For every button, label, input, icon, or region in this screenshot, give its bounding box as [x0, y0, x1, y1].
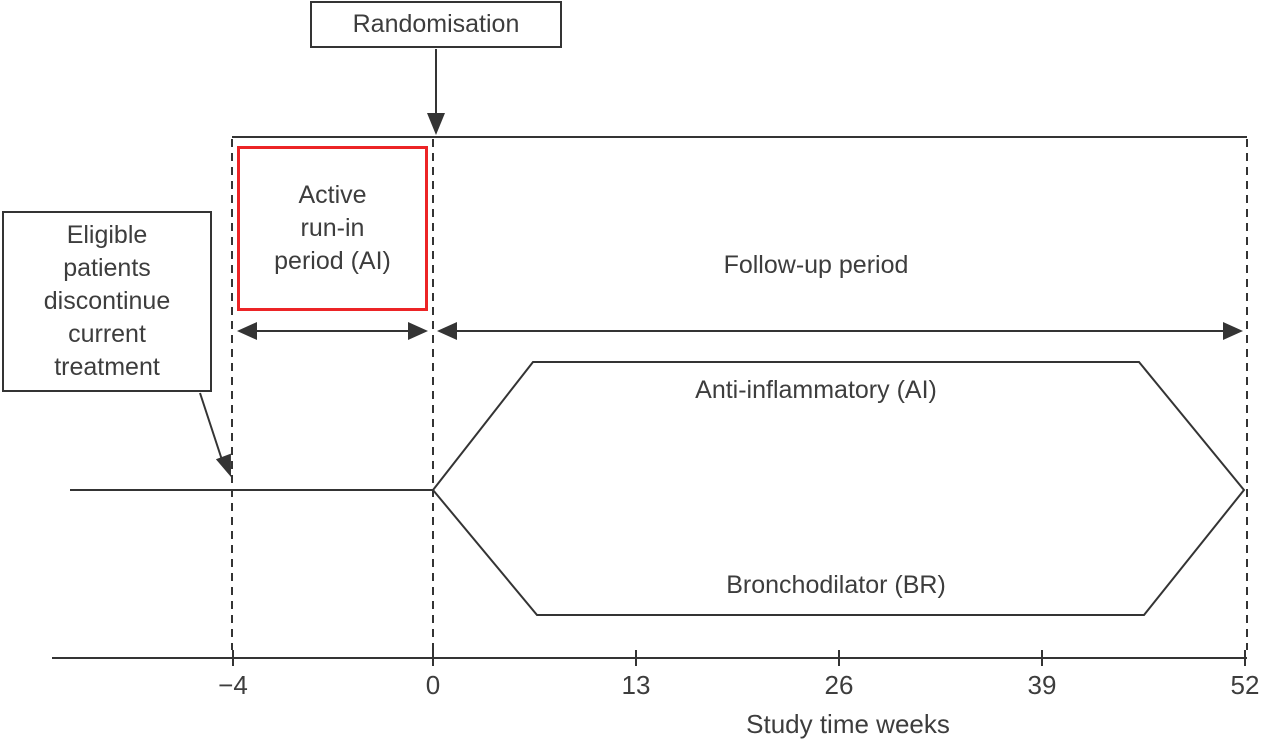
bronchodilator-arm-label: Bronchodilator (BR): [726, 571, 946, 599]
time-axis: [52, 650, 1247, 666]
axis-tick-label-26: 26: [824, 670, 854, 700]
eligible-patients-box: Eligible patients discontinue current tr…: [2, 211, 212, 392]
eligible-patients-arrow: [199, 392, 231, 477]
eligible-line: treatment: [54, 353, 160, 381]
axis-tick-label-39: 39: [1027, 670, 1057, 700]
follow-up-period-label: Follow-up period: [723, 251, 909, 279]
run-in-line: Active: [298, 181, 367, 209]
run-in-line: period (AI): [274, 247, 391, 275]
randomisation-arrow: [427, 49, 445, 135]
axis-tick-label-52: 52: [1230, 670, 1260, 700]
eligible-line: Eligible: [66, 221, 148, 249]
axis-title: Study time weeks: [746, 709, 950, 739]
treatment-arms-outline: [431, 361, 1246, 616]
eligible-line: discontinue: [43, 287, 171, 315]
randomisation-label: Randomisation: [352, 10, 520, 38]
run-in-line: run-in: [300, 214, 365, 242]
anti-inflammatory-arm-label: Anti-inflammatory (AI): [695, 376, 937, 404]
follow-up-period-arrow: [437, 322, 1243, 340]
eligible-line: current: [68, 320, 146, 348]
active-run-in-box: Active run-in period (AI): [237, 146, 428, 311]
axis-tick-label-0: 0: [425, 670, 441, 700]
axis-tick-label-13: 13: [621, 670, 651, 700]
eligible-line: patients: [63, 254, 151, 282]
run-in-period-arrow: [237, 322, 428, 340]
axis-tick-label-minus4: −4: [218, 670, 248, 700]
randomisation-box: Randomisation: [310, 1, 562, 48]
